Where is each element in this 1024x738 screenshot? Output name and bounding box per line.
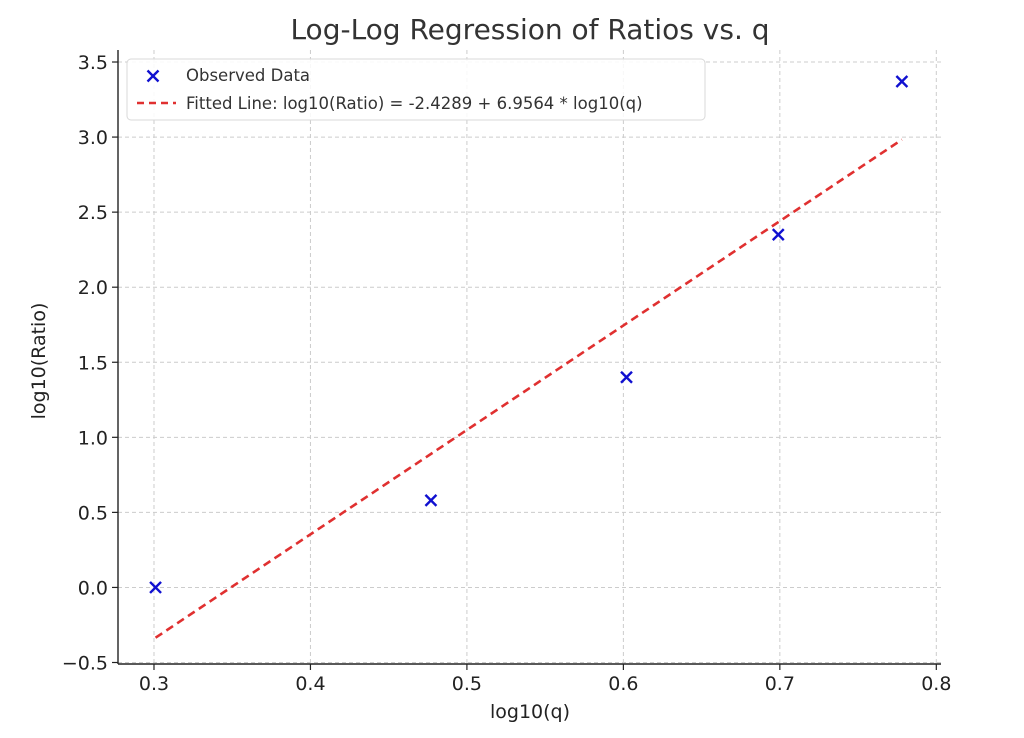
observed-point <box>424 494 438 507</box>
y-tick-label: 2.0 <box>78 277 108 299</box>
fitted-line-layer <box>154 138 903 639</box>
axes <box>112 50 941 670</box>
x-tick-label: 0.5 <box>452 673 482 695</box>
y-tick-label: 2.5 <box>78 202 108 224</box>
legend-label-fitted: Fitted Line: log10(Ratio) = -2.4289 + 6.… <box>186 94 643 113</box>
y-tick-label: 1.5 <box>78 352 108 374</box>
observed-point <box>149 581 162 594</box>
x-tick-label: 0.6 <box>608 673 638 695</box>
x-tick-label: 0.8 <box>921 673 951 695</box>
legend: Observed Data Fitted Line: log10(Ratio) … <box>126 58 706 121</box>
x-tick-label: 0.7 <box>765 673 795 695</box>
y-tick-label: 1.0 <box>78 427 108 449</box>
observed-point <box>620 370 633 384</box>
legend-box <box>126 58 706 121</box>
x-tick-label: 0.3 <box>139 673 169 695</box>
grid <box>118 50 941 664</box>
observed-point <box>771 228 785 241</box>
tick-labels: 0.3 0.4 0.5 0.6 0.7 0.8 −0.5 0.0 0.5 1.0 1.5 2.0 2.5… <box>62 52 952 695</box>
legend-x-marker <box>146 69 160 83</box>
y-tick-label: −0.5 <box>62 652 108 674</box>
x-tick-label: 0.4 <box>295 673 325 695</box>
observed-point <box>895 75 909 88</box>
fitted-line <box>154 138 903 639</box>
y-tick-label: 3.0 <box>78 127 108 149</box>
y-axis-label: log10(Ratio) <box>28 303 50 420</box>
chart-title: Log-Log Regression of Ratios vs. q <box>290 13 769 46</box>
observed-points-layer <box>149 75 909 594</box>
y-tick-label: 0.0 <box>78 577 108 599</box>
y-tick-label: 3.5 <box>78 52 108 74</box>
y-tick-label: 0.5 <box>78 502 108 524</box>
legend-label-observed: Observed Data <box>186 66 310 85</box>
x-axis-label: log10(q) <box>490 701 570 723</box>
legend-marker-observed <box>146 69 160 83</box>
